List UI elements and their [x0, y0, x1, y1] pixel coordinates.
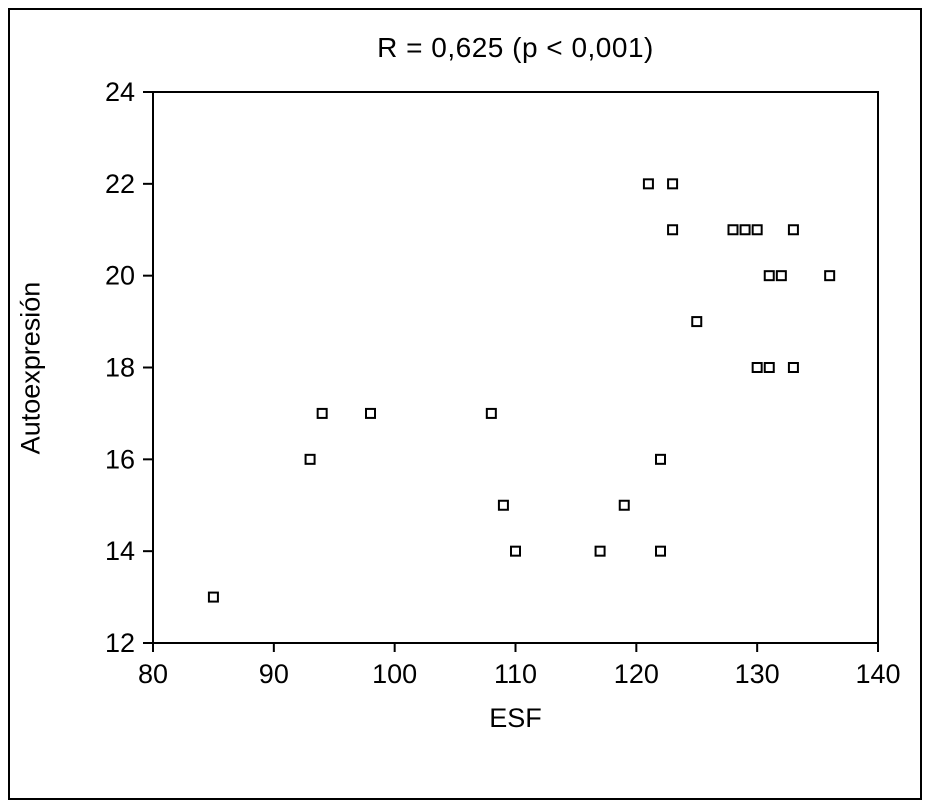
data-point-marker — [655, 545, 666, 557]
data-point-marker — [775, 270, 787, 282]
data-point-marker — [787, 362, 799, 373]
data-point-marker — [763, 270, 775, 282]
x-tick-label: 120 — [614, 659, 659, 689]
data-point-marker — [824, 270, 836, 282]
y-tick-label: 18 — [105, 353, 135, 383]
data-point-marker — [497, 499, 509, 511]
y-tick-label: 20 — [105, 261, 135, 291]
data-point-marker — [510, 545, 521, 557]
x-tick-label: 80 — [138, 659, 168, 689]
data-point-marker — [667, 178, 679, 190]
y-tick-label: 24 — [105, 77, 135, 107]
data-point-marker — [207, 591, 219, 603]
data-point-marker — [642, 178, 654, 190]
data-point-marker — [618, 499, 630, 511]
data-point-marker — [727, 224, 739, 236]
data-point-marker — [763, 362, 775, 373]
data-point-marker — [751, 224, 763, 236]
x-tick-label: 110 — [494, 659, 537, 689]
y-tick-label: 12 — [105, 628, 135, 658]
data-point-marker — [691, 316, 703, 328]
y-tick-label: 16 — [105, 444, 135, 474]
x-tick-label: 100 — [372, 659, 417, 689]
data-point-marker — [316, 407, 328, 419]
data-point-marker — [485, 407, 497, 419]
data-point-marker — [365, 407, 376, 419]
x-tick-label: 130 — [735, 659, 780, 689]
data-point-marker — [667, 224, 679, 236]
data-point-marker — [594, 545, 606, 557]
data-point-marker — [739, 224, 751, 236]
data-point-marker — [304, 453, 316, 465]
data-point-marker — [655, 453, 666, 465]
data-point-marker — [751, 362, 763, 373]
data-point-marker — [787, 224, 799, 236]
x-tick-label: 90 — [259, 659, 289, 689]
x-tick-label: 140 — [855, 659, 900, 689]
y-tick-label: 14 — [105, 536, 135, 566]
chart-title: R = 0,625 (p < 0,001) — [377, 32, 654, 63]
y-tick-label: 22 — [105, 169, 135, 199]
x-axis-label: ESF — [489, 703, 542, 733]
